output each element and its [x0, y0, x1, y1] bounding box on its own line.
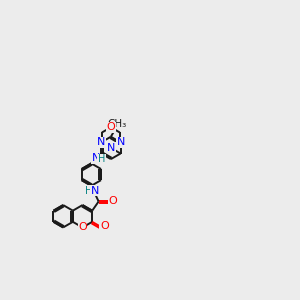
Text: N: N — [91, 186, 99, 196]
Text: N: N — [116, 137, 125, 147]
Text: O: O — [78, 222, 87, 233]
Text: H: H — [85, 186, 93, 196]
Text: N: N — [107, 143, 115, 153]
Text: H: H — [98, 154, 105, 164]
Text: O: O — [108, 196, 117, 206]
Text: N: N — [92, 153, 100, 163]
Text: N: N — [97, 137, 105, 147]
Text: O: O — [100, 221, 109, 231]
Text: CH₃: CH₃ — [107, 119, 126, 129]
Text: O: O — [106, 122, 115, 132]
